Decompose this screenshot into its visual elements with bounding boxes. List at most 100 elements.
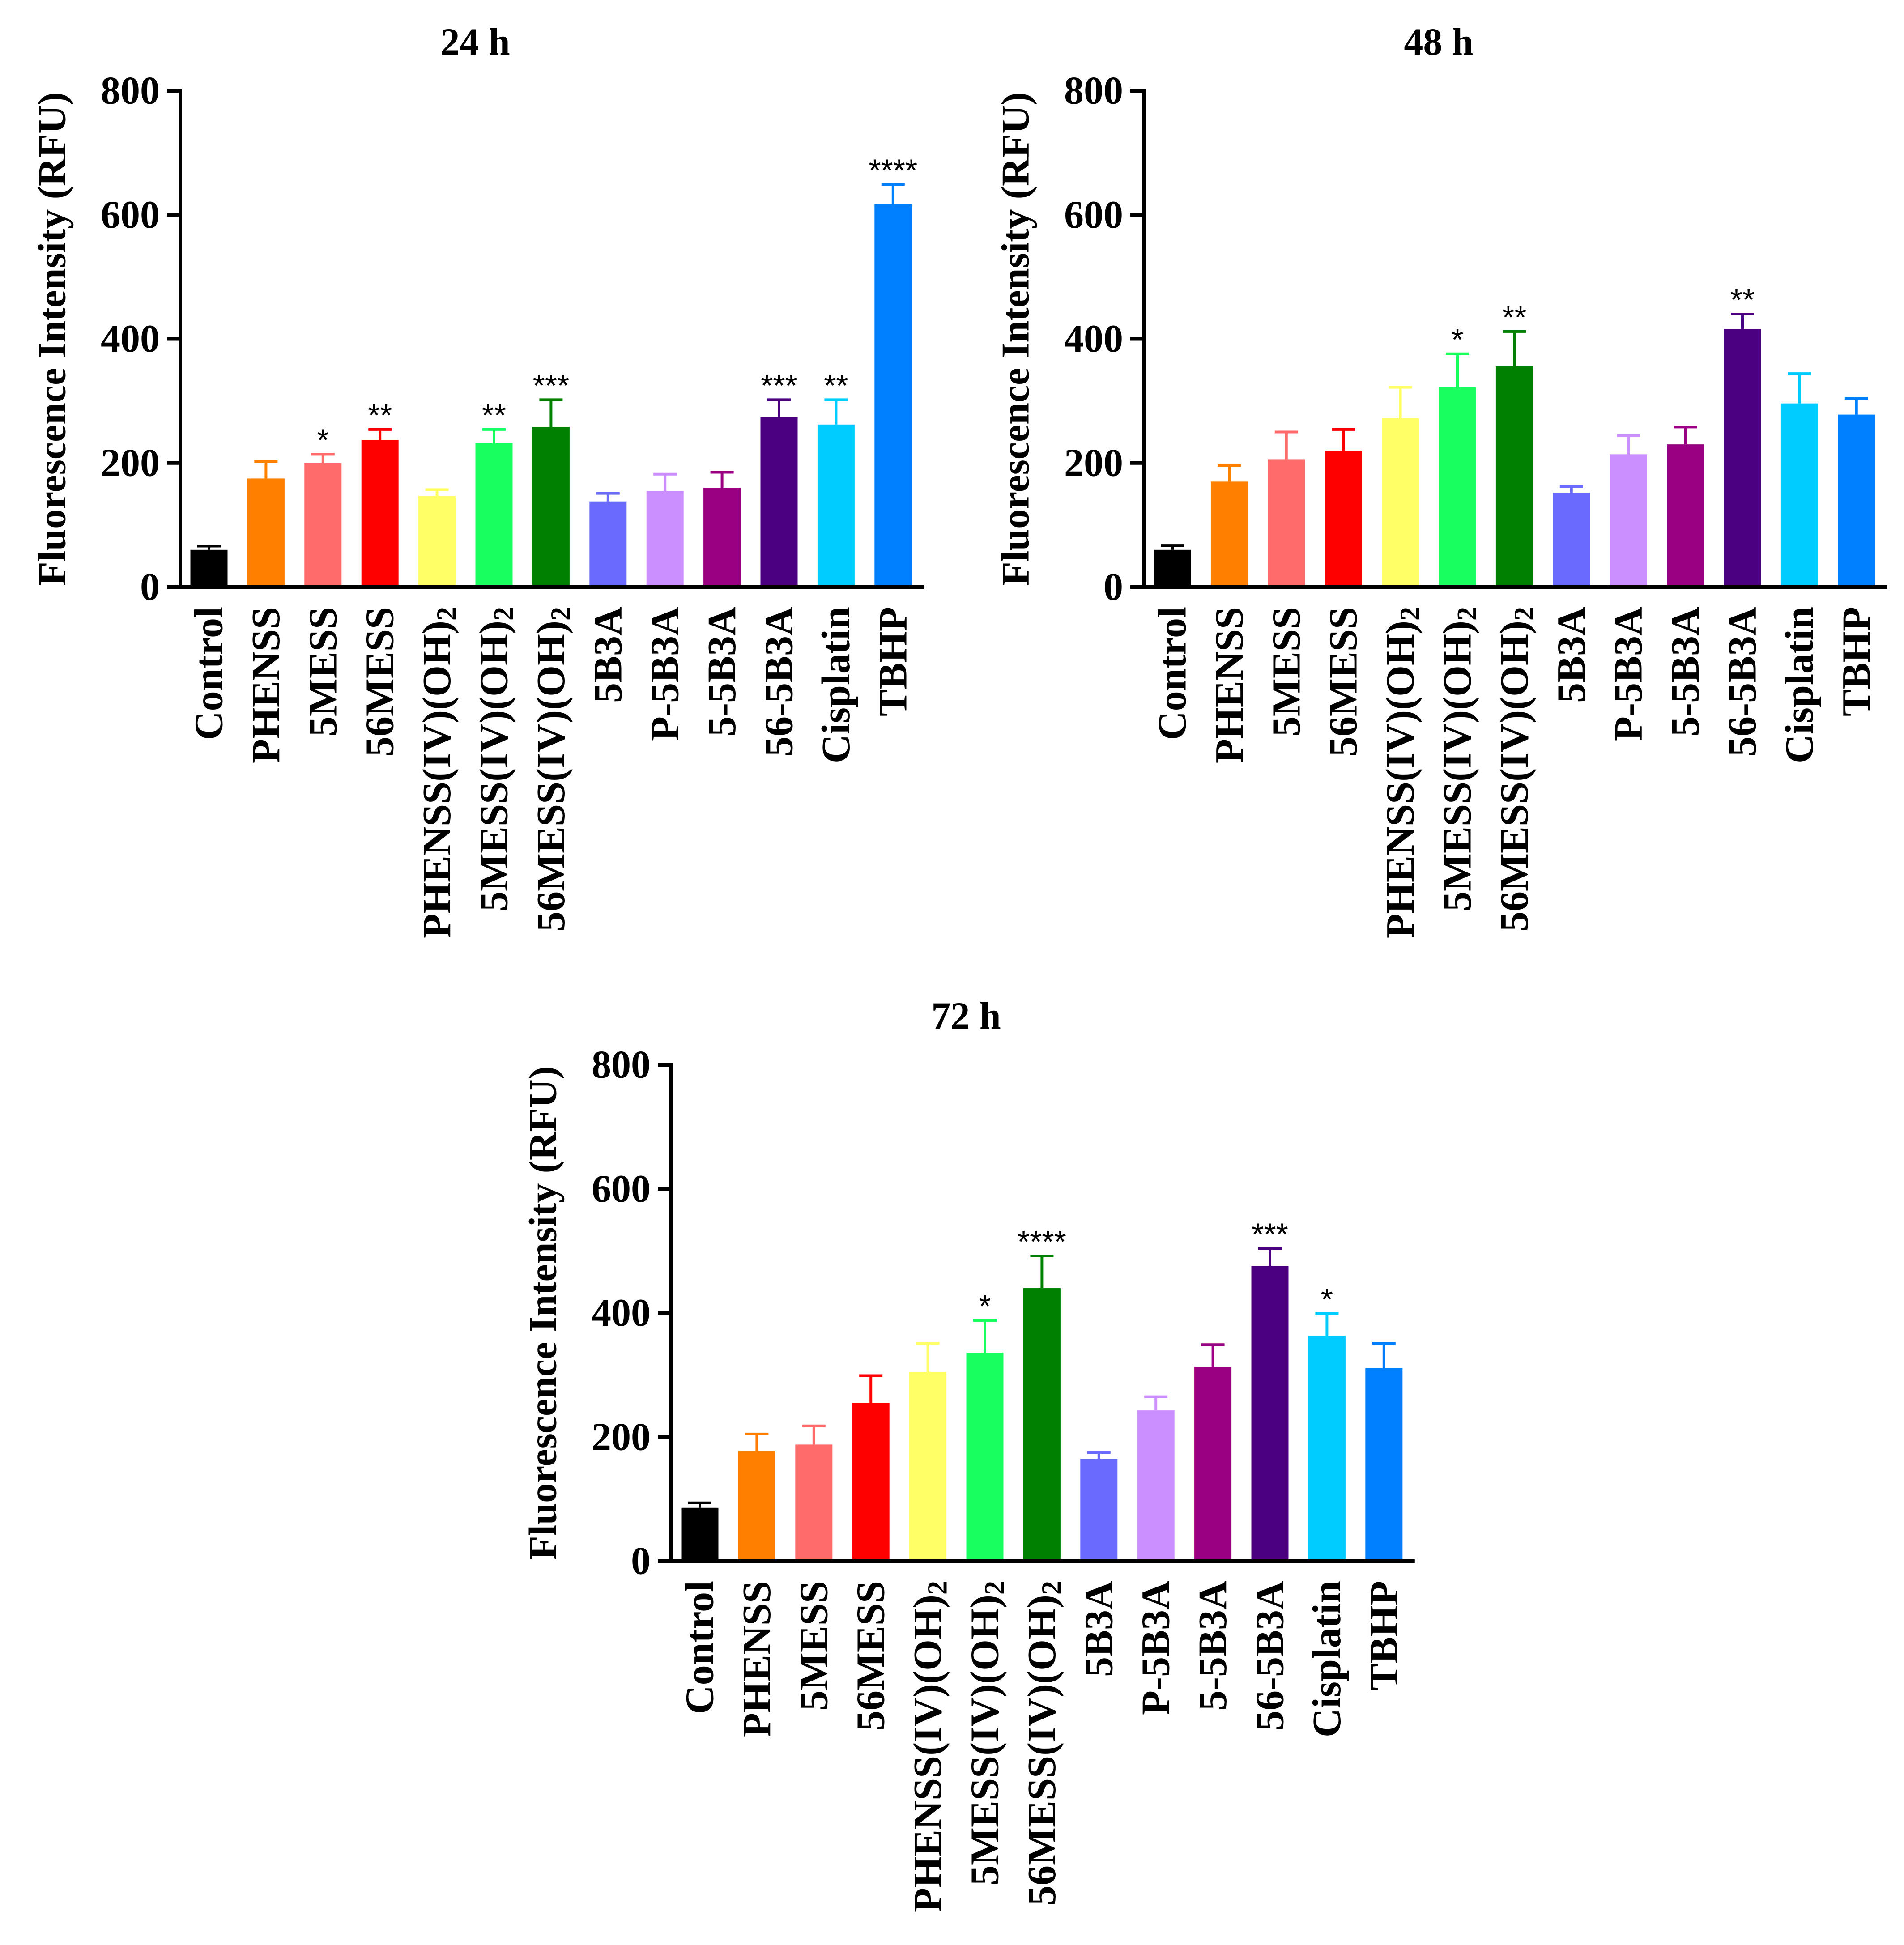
x-tick-label: TBHP [1834,607,1878,716]
y-tick-label: 0 [140,566,160,609]
bar-p-5b3a [1610,454,1647,587]
error-bar [1372,1342,1396,1368]
error-bar [1315,1312,1339,1336]
significance-marker: *** [533,368,570,403]
significance-marker: ** [482,398,506,433]
bar-56-5b3a [1251,1266,1289,1561]
significance-marker: **** [1018,1224,1066,1259]
error-bar [745,1432,769,1451]
y-tick-label: 0 [631,1540,651,1583]
error-bar [1674,426,1697,445]
y-tick-label: 0 [1103,566,1123,609]
error-bar [767,398,791,417]
bar-p-5b3a [646,491,684,587]
error-bar [1258,1247,1282,1266]
error-bar [881,183,905,204]
bar-56mess [361,440,399,587]
x-tick-label: 5-5B3A [700,607,744,736]
error-bar [311,453,335,463]
error-bar [1731,313,1754,329]
bar-5-5b3a [703,488,741,587]
bar-tbhp [1365,1368,1403,1561]
x-tick-label: PHENSS [244,607,288,763]
x-tick-label: 56MESS [1321,607,1366,757]
error-bar [1617,434,1640,455]
chart-title: 24 h [440,20,510,63]
bar-56mess-iv-oh-2 [532,427,570,587]
error-bar [653,472,677,491]
x-tick-label: Control [187,607,231,740]
error-bar [973,1319,997,1353]
error-bar [824,398,848,425]
x-tick-label-subscript: 2 [545,607,576,621]
y-tick-label: 200 [101,441,160,485]
error-bar [1201,1343,1225,1367]
error-bar [425,488,449,496]
x-tick-label: 5-5B3A [1663,607,1708,736]
x-tick-label-subscript: 2 [1036,1581,1067,1595]
x-tick-label-subscript: 2 [923,1581,953,1595]
error-bar [1559,485,1583,493]
x-tick-label: 5MESS [301,607,345,736]
error-bar [710,471,734,488]
y-tick-label: 200 [1064,441,1123,485]
x-tick-label-subscript: 2 [980,1581,1010,1595]
x-tick-label: TBHP [871,607,915,716]
bar-56mess [852,1403,890,1561]
y-tick-label: 600 [101,193,160,237]
chart-title: 48 h [1404,20,1473,63]
x-tick-label: 5B3A [1077,1581,1121,1677]
x-tick-label: 56-5B3A [757,607,801,757]
bar-5b3a [589,501,627,587]
error-bar [368,428,392,440]
bar-5-5b3a [1194,1367,1232,1561]
bar-5mess [795,1444,833,1561]
y-tick-label: 600 [1064,193,1123,237]
bar-56mess-iv-oh-2 [1495,366,1533,587]
error-bar [1332,428,1355,451]
bar-56-5b3a [1724,329,1761,587]
y-tick-label: 800 [101,69,160,113]
significance-marker: * [1321,1282,1333,1317]
bar-control [190,549,228,587]
bar-phenss-iv-oh-2 [1382,418,1419,587]
bar-control [681,1507,719,1561]
x-tick-label: TBHP [1362,1581,1406,1690]
chart-panel-48-h: 48 h Fluorescence Intensity (RFU) Control P… [994,20,1887,938]
error-bar [1274,430,1298,460]
bar-phenss-iv-oh-2 [909,1372,947,1561]
error-bar [916,1342,940,1372]
bar-phenss [247,478,285,587]
x-tick-label-subscript: 2 [1452,607,1482,621]
error-bar [596,492,620,502]
x-tick-label: 56MESS [358,607,402,757]
significance-marker: **** [869,153,917,187]
x-tick-label: PHENSS(IV)(OH)2 [1378,607,1426,938]
significance-marker: *** [1252,1217,1288,1251]
x-tick-label: 56MESS(IV)(OH)2 [1020,1581,1067,1906]
error-bar [859,1374,883,1403]
error-bar [1144,1395,1168,1411]
error-bar [1218,464,1241,482]
x-tick-label: Control [1150,607,1195,740]
x-tick-label: Cisplatin [1305,1581,1349,1737]
x-tick-label: 5MESS [1264,607,1308,736]
bar-5b3a [1553,493,1590,587]
x-tick-label: Control [678,1581,722,1714]
x-tick-label: 56-5B3A [1721,607,1765,757]
y-tick-label: 400 [101,317,160,361]
significance-marker: * [979,1289,991,1324]
significance-marker: *** [761,368,797,403]
chart-panel-24-h: 24 h Fluorescence Intensity (RFU) Control P… [31,20,924,938]
y-tick-label: 400 [1064,317,1123,361]
y-tick-label: 600 [592,1167,651,1211]
y-tick-label: 400 [592,1291,651,1335]
bar-cisplatin [1780,403,1818,587]
x-tick-label: P-5B3A [1606,607,1651,741]
bar-5mess-iv-oh-2 [475,443,513,587]
y-tick-label: 200 [592,1415,651,1459]
x-tick-label-subscript: 2 [1509,607,1539,621]
significance-marker: ** [824,368,848,403]
bar-5mess-iv-oh-2 [1439,387,1476,587]
